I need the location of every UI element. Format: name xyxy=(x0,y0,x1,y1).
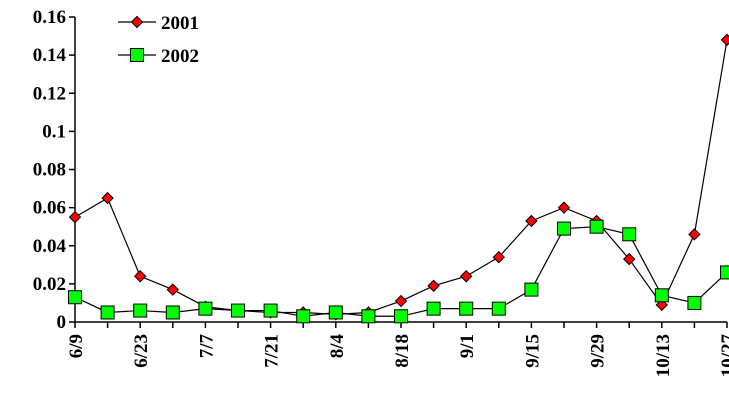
legend-label: 2002 xyxy=(161,46,199,67)
x-axis-ticks: 6/9 6/23 7/7 7/21 8/4 8/18 9/1 9/15 9/29 10/13 10/… xyxy=(66,322,729,377)
data-point-2002-13 xyxy=(491,301,506,316)
data-point-2002-3 xyxy=(165,305,180,320)
y-tick-label: 0.02 xyxy=(33,274,66,295)
data-point-2002-11 xyxy=(426,301,441,316)
data-point-2001-15 xyxy=(557,201,571,214)
data-point-2001-12 xyxy=(459,270,473,283)
x-tick-label: 10/13 xyxy=(653,334,674,377)
x-tick-label: 8/4 xyxy=(327,334,348,359)
data-point-2001-10 xyxy=(394,294,408,308)
series-2001 xyxy=(68,33,729,321)
data-point-2002-16 xyxy=(589,219,604,234)
y-tick-label: 0.16 xyxy=(33,7,66,28)
data-point-2002-2 xyxy=(133,303,148,318)
x-tick-label: 9/29 xyxy=(588,334,609,368)
data-point-2001-14 xyxy=(525,214,538,228)
data-point-2002-18 xyxy=(654,288,669,303)
data-point-2002-5 xyxy=(231,303,245,318)
x-tick-label: 9/15 xyxy=(522,334,543,368)
data-point-2002-12 xyxy=(459,301,474,316)
y-tick-label: 0.14 xyxy=(33,45,67,66)
data-point-2002-10 xyxy=(394,309,408,324)
y-tick-label: 0.08 xyxy=(33,160,66,181)
data-point-2002-4 xyxy=(198,301,213,316)
data-point-2001-13 xyxy=(492,250,506,264)
data-point-2002-8 xyxy=(328,305,343,320)
data-point-2002-7 xyxy=(296,309,311,324)
x-tick-label: 7/21 xyxy=(262,334,283,368)
series-2002 xyxy=(68,219,729,324)
series-layer xyxy=(68,33,729,324)
legend-label: 2001 xyxy=(161,13,199,34)
data-point-2002-6 xyxy=(263,303,278,318)
y-tick-label: 0.04 xyxy=(33,236,67,257)
data-point-2001-3 xyxy=(166,283,180,296)
data-point-2002-14 xyxy=(524,282,539,297)
data-point-2001-11 xyxy=(427,279,440,292)
y-tick-label: 0 xyxy=(57,312,67,333)
data-point-2002-17 xyxy=(622,227,637,242)
data-point-2002-15 xyxy=(557,221,571,236)
data-point-2001-2 xyxy=(133,270,147,283)
data-point-2001-19 xyxy=(688,228,701,241)
data-point-2002-19 xyxy=(687,295,702,310)
x-tick-label: 6/9 xyxy=(66,334,87,358)
data-point-2002-1 xyxy=(100,305,115,320)
legend: 2001 2002 xyxy=(118,13,199,67)
data-point-2002-0 xyxy=(68,290,82,305)
legend-marker-2001 xyxy=(130,15,144,29)
data-point-2001-20 xyxy=(720,33,729,47)
x-tick-label: 6/23 xyxy=(131,334,152,368)
data-point-2001-0 xyxy=(68,210,82,224)
x-tick-label: 9/1 xyxy=(457,334,478,358)
x-tick-label: 8/18 xyxy=(392,334,413,368)
data-point-2002-20 xyxy=(720,265,729,280)
legend-item-2002: 2002 xyxy=(118,46,199,67)
y-tick-label: 0.1 xyxy=(42,121,66,142)
series-line-2001 xyxy=(74,39,728,315)
y-tick-label: 0.06 xyxy=(33,198,66,219)
legend-item-2001: 2001 xyxy=(118,13,199,34)
y-tick-label: 0.12 xyxy=(33,83,66,104)
x-tick-label: 10/27 xyxy=(718,334,729,378)
legend-marker-2002 xyxy=(130,48,144,62)
data-point-2002-9 xyxy=(361,309,376,324)
data-point-2001-1 xyxy=(101,191,114,205)
y-axis-ticks: 0 0.02 0.04 0.06 0.08 0.1 0.12 0.14 0.16 xyxy=(33,7,75,333)
x-tick-label: 7/7 xyxy=(196,334,217,359)
data-point-2001-17 xyxy=(622,252,636,266)
